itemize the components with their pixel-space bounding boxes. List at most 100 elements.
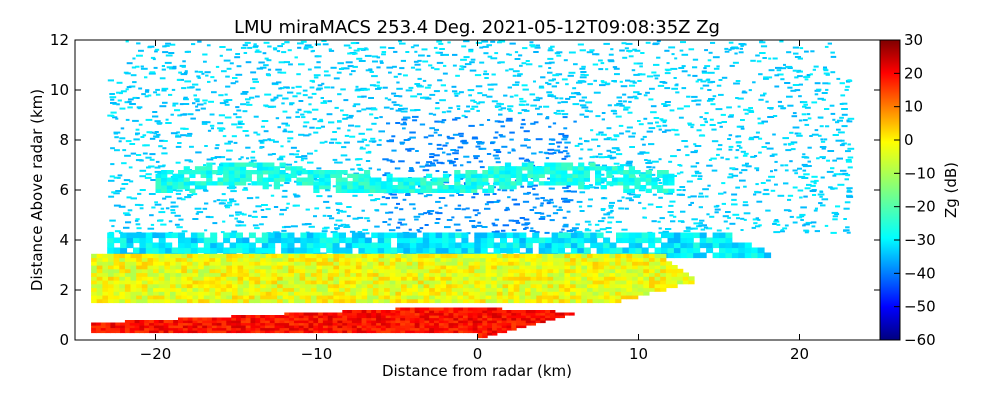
- echo-cell: [335, 173, 342, 178]
- echo-cell: [570, 268, 577, 274]
- noise-speckle: [476, 141, 482, 143]
- echo-cell: [712, 242, 720, 249]
- noise-speckle: [356, 110, 362, 113]
- echo-cell: [463, 268, 470, 274]
- noise-speckle: [170, 113, 174, 116]
- echo-cell: [126, 237, 134, 244]
- noise-speckle: [138, 49, 144, 52]
- echo-cell: [136, 276, 143, 281]
- echo-cell: [403, 181, 410, 186]
- echo-cell: [91, 253, 98, 259]
- noise-speckle: [155, 160, 160, 163]
- noise-speckle: [698, 195, 704, 198]
- echo-cell: [530, 295, 537, 300]
- noise-speckle: [364, 217, 370, 220]
- echo-cell: [361, 261, 368, 266]
- noise-speckle: [180, 134, 187, 137]
- echo-cell: [468, 276, 475, 281]
- noise-speckle: [113, 204, 121, 207]
- noise-speckle: [600, 62, 605, 65]
- noise-speckle: [463, 155, 470, 158]
- noise-speckle: [114, 136, 119, 139]
- noise-speckle: [312, 118, 317, 121]
- echo-cell: [592, 265, 599, 270]
- echo-cell: [226, 261, 233, 266]
- echo-cell: [527, 173, 534, 178]
- echo-cell: [316, 265, 323, 270]
- noise-speckle: [393, 50, 398, 53]
- noise-speckle: [832, 174, 837, 177]
- noise-speckle: [695, 103, 701, 106]
- echo-cell: [322, 317, 329, 321]
- noise-speckle: [400, 59, 406, 62]
- noise-speckle: [347, 129, 351, 132]
- noise-speckle: [644, 159, 648, 161]
- noise-speckle: [376, 143, 382, 146]
- noise-speckle: [324, 86, 331, 89]
- noise-speckle: [250, 159, 257, 162]
- echo-cell: [91, 330, 97, 334]
- noise-speckle: [651, 71, 657, 74]
- echo-cell: [339, 253, 346, 259]
- echo-cell: [186, 261, 194, 266]
- echo-cell: [342, 320, 348, 324]
- echo-cell: [384, 257, 391, 262]
- echo-cell: [558, 287, 565, 292]
- noise-speckle: [622, 93, 627, 96]
- echo-cell: [351, 322, 358, 326]
- echo-cell: [474, 257, 481, 262]
- echo-cell: [592, 257, 599, 262]
- noise-speckle: [786, 51, 792, 54]
- echo-cell: [186, 287, 194, 292]
- echo-cell: [434, 291, 441, 296]
- noise-speckle: [683, 230, 691, 233]
- noise-speckle: [110, 115, 115, 117]
- noise-speckle: [523, 228, 527, 230]
- noise-speckle: [428, 142, 433, 145]
- noise-speckle: [579, 104, 587, 107]
- noise-speckle: [154, 201, 158, 204]
- echo-cell: [300, 242, 308, 249]
- echo-cell: [401, 291, 408, 296]
- echo-cell: [245, 327, 252, 331]
- noise-speckle: [396, 81, 400, 84]
- noise-speckle: [126, 86, 132, 89]
- echo-cell: [197, 232, 205, 239]
- echo-cell: [130, 265, 137, 270]
- noise-speckle: [796, 70, 800, 73]
- echo-cell: [215, 261, 222, 266]
- noise-speckle: [809, 135, 813, 137]
- echo-cell: [417, 253, 425, 259]
- noise-speckle: [499, 103, 504, 106]
- echo-cell: [440, 257, 447, 262]
- noise-speckle: [264, 93, 272, 96]
- echo-cell: [232, 295, 239, 300]
- noise-speckle: [758, 137, 763, 140]
- echo-cell: [623, 170, 630, 175]
- echo-cell: [168, 322, 174, 326]
- noise-speckle: [284, 41, 290, 44]
- echo-cell: [468, 253, 475, 259]
- noise-speckle: [370, 108, 378, 111]
- echo-cell: [144, 320, 150, 324]
- echo-cell: [541, 265, 549, 270]
- echo-cell: [598, 253, 605, 259]
- echo-cell: [237, 253, 244, 259]
- echo-cell: [673, 247, 681, 254]
- echo-cell: [377, 247, 385, 254]
- noise-speckle: [235, 53, 240, 55]
- echo-cell: [592, 280, 599, 285]
- echo-cell: [553, 291, 560, 296]
- echo-cell: [333, 257, 340, 262]
- echo-cell: [620, 287, 627, 292]
- echo-cell: [508, 287, 515, 292]
- echo-cell: [654, 261, 661, 266]
- echo-cell: [302, 170, 309, 175]
- echo-cell: [337, 325, 343, 329]
- echo-cell: [454, 173, 461, 178]
- echo-cell: [389, 287, 396, 292]
- noise-speckle: [702, 224, 707, 227]
- echo-cell: [120, 322, 126, 326]
- noise-speckle: [543, 105, 550, 108]
- echo-cell: [322, 312, 329, 316]
